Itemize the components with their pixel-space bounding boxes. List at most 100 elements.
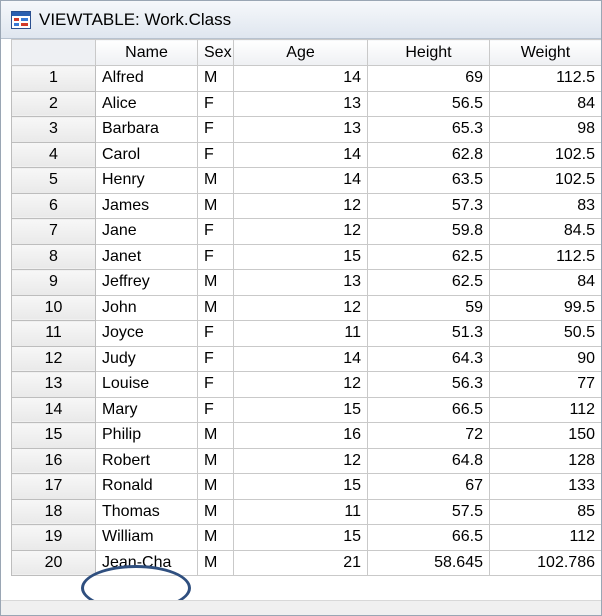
cell-weight[interactable]: 85 bbox=[489, 498, 601, 525]
cell-weight[interactable]: 83 bbox=[489, 192, 601, 219]
row-number[interactable]: 18 bbox=[11, 498, 96, 525]
table-row[interactable]: 7 Jane F 12 59.8 84.5 bbox=[11, 218, 601, 245]
cell-sex[interactable]: F bbox=[197, 141, 234, 168]
cell-name[interactable]: Alfred bbox=[95, 65, 198, 92]
table-row[interactable]: 15 Philip M 16 72 150 bbox=[11, 422, 601, 449]
cell-age[interactable]: 14 bbox=[233, 65, 368, 92]
table-row[interactable]: 10 John M 12 59 99.5 bbox=[11, 294, 601, 321]
cell-height[interactable]: 59.8 bbox=[367, 218, 490, 245]
cell-weight[interactable]: 102.5 bbox=[489, 167, 601, 194]
cell-weight[interactable]: 98 bbox=[489, 116, 601, 143]
table-row[interactable]: 2 Alice F 13 56.5 84 bbox=[11, 90, 601, 117]
cell-sex[interactable]: F bbox=[197, 320, 234, 347]
cell-height[interactable]: 58.645 bbox=[367, 549, 490, 576]
cell-sex[interactable]: M bbox=[197, 447, 234, 474]
cell-weight[interactable]: 90 bbox=[489, 345, 601, 372]
column-header-weight[interactable]: Weight bbox=[489, 39, 601, 66]
cell-age[interactable]: 14 bbox=[233, 345, 368, 372]
cell-sex[interactable]: F bbox=[197, 90, 234, 117]
table-row[interactable]: 8 Janet F 15 62.5 112.5 bbox=[11, 243, 601, 270]
cell-weight[interactable]: 77 bbox=[489, 371, 601, 398]
row-number[interactable]: 11 bbox=[11, 320, 96, 347]
table-row[interactable]: 5 Henry M 14 63.5 102.5 bbox=[11, 167, 601, 194]
cell-age[interactable]: 13 bbox=[233, 90, 368, 117]
cell-weight[interactable]: 112 bbox=[489, 396, 601, 423]
cell-height[interactable]: 59 bbox=[367, 294, 490, 321]
table-row[interactable]: 17 Ronald M 15 67 133 bbox=[11, 473, 601, 500]
cell-name[interactable]: James bbox=[95, 192, 198, 219]
row-number[interactable]: 8 bbox=[11, 243, 96, 270]
row-number[interactable]: 1 bbox=[11, 65, 96, 92]
cell-height[interactable]: 56.3 bbox=[367, 371, 490, 398]
cell-weight[interactable]: 84 bbox=[489, 90, 601, 117]
row-number[interactable]: 4 bbox=[11, 141, 96, 168]
cell-name[interactable]: John bbox=[95, 294, 198, 321]
table-row[interactable]: 20 Jean-Cha M 21 58.645 102.786 bbox=[11, 549, 601, 576]
cell-sex[interactable]: F bbox=[197, 345, 234, 372]
cell-height[interactable]: 66.5 bbox=[367, 524, 490, 551]
cell-height[interactable]: 57.3 bbox=[367, 192, 490, 219]
cell-name[interactable]: Alice bbox=[95, 90, 198, 117]
cell-age[interactable]: 11 bbox=[233, 320, 368, 347]
table-row[interactable]: 4 Carol F 14 62.8 102.5 bbox=[11, 141, 601, 168]
cell-age[interactable]: 12 bbox=[233, 294, 368, 321]
row-number[interactable]: 17 bbox=[11, 473, 96, 500]
row-number[interactable]: 14 bbox=[11, 396, 96, 423]
corner-cell[interactable] bbox=[11, 39, 96, 66]
cell-weight[interactable]: 99.5 bbox=[489, 294, 601, 321]
cell-sex[interactable]: F bbox=[197, 243, 234, 270]
cell-weight[interactable]: 112.5 bbox=[489, 65, 601, 92]
cell-name[interactable]: Jean-Cha bbox=[95, 549, 198, 576]
table-row[interactable]: 1 Alfred M 14 69 112.5 bbox=[11, 65, 601, 92]
cell-weight[interactable]: 102.5 bbox=[489, 141, 601, 168]
table-row[interactable]: 12 Judy F 14 64.3 90 bbox=[11, 345, 601, 372]
cell-name[interactable]: William bbox=[95, 524, 198, 551]
column-header-sex[interactable]: Sex bbox=[197, 39, 234, 66]
cell-height[interactable]: 65.3 bbox=[367, 116, 490, 143]
table-row[interactable]: 3 Barbara F 13 65.3 98 bbox=[11, 116, 601, 143]
cell-sex[interactable]: M bbox=[197, 269, 234, 296]
cell-age[interactable]: 12 bbox=[233, 218, 368, 245]
table-row[interactable]: 9 Jeffrey M 13 62.5 84 bbox=[11, 269, 601, 296]
cell-height[interactable]: 69 bbox=[367, 65, 490, 92]
cell-sex[interactable]: F bbox=[197, 396, 234, 423]
cell-height[interactable]: 66.5 bbox=[367, 396, 490, 423]
table-row[interactable]: 19 William M 15 66.5 112 bbox=[11, 524, 601, 551]
cell-height[interactable]: 51.3 bbox=[367, 320, 490, 347]
cell-sex[interactable]: M bbox=[197, 167, 234, 194]
column-header-age[interactable]: Age bbox=[233, 39, 368, 66]
cell-height[interactable]: 64.8 bbox=[367, 447, 490, 474]
cell-name[interactable]: Philip bbox=[95, 422, 198, 449]
row-number[interactable]: 7 bbox=[11, 218, 96, 245]
cell-age[interactable]: 12 bbox=[233, 447, 368, 474]
cell-sex[interactable]: M bbox=[197, 192, 234, 219]
table-row[interactable]: 13 Louise F 12 56.3 77 bbox=[11, 371, 601, 398]
row-number[interactable]: 2 bbox=[11, 90, 96, 117]
cell-sex[interactable]: M bbox=[197, 549, 234, 576]
cell-name[interactable]: Henry bbox=[95, 167, 198, 194]
title-bar[interactable]: VIEWTABLE: Work.Class bbox=[1, 1, 601, 39]
cell-sex[interactable]: M bbox=[197, 65, 234, 92]
cell-weight[interactable]: 84 bbox=[489, 269, 601, 296]
cell-sex[interactable]: M bbox=[197, 294, 234, 321]
cell-height[interactable]: 56.5 bbox=[367, 90, 490, 117]
cell-name[interactable]: Thomas bbox=[95, 498, 198, 525]
cell-name[interactable]: Judy bbox=[95, 345, 198, 372]
cell-age[interactable]: 12 bbox=[233, 192, 368, 219]
cell-sex[interactable]: M bbox=[197, 422, 234, 449]
row-number[interactable]: 9 bbox=[11, 269, 96, 296]
row-number[interactable]: 13 bbox=[11, 371, 96, 398]
cell-height[interactable]: 62.8 bbox=[367, 141, 490, 168]
row-number[interactable]: 15 bbox=[11, 422, 96, 449]
cell-age[interactable]: 13 bbox=[233, 116, 368, 143]
cell-name[interactable]: Ronald bbox=[95, 473, 198, 500]
cell-age[interactable]: 15 bbox=[233, 473, 368, 500]
cell-name[interactable]: Robert bbox=[95, 447, 198, 474]
table-row[interactable]: 11 Joyce F 11 51.3 50.5 bbox=[11, 320, 601, 347]
row-number[interactable]: 3 bbox=[11, 116, 96, 143]
cell-sex[interactable]: M bbox=[197, 473, 234, 500]
cell-name[interactable]: Jeffrey bbox=[95, 269, 198, 296]
cell-height[interactable]: 62.5 bbox=[367, 269, 490, 296]
cell-name[interactable]: Barbara bbox=[95, 116, 198, 143]
cell-name[interactable]: Joyce bbox=[95, 320, 198, 347]
